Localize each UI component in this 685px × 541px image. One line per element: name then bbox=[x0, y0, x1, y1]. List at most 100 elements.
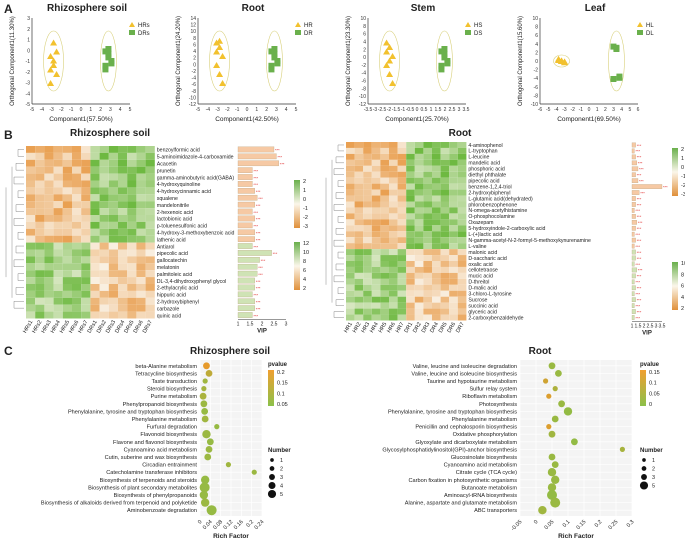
y-tick-label: -4 bbox=[534, 76, 539, 82]
heatmap-cell bbox=[26, 146, 36, 153]
heatmap-cell bbox=[371, 165, 381, 172]
group-ellipse bbox=[379, 30, 400, 92]
heatmap-cell bbox=[457, 284, 467, 291]
heatmap-cell bbox=[354, 243, 364, 250]
vip-significance: *** bbox=[256, 286, 261, 291]
heatmap-cell bbox=[127, 221, 137, 229]
legend-group1-icon bbox=[295, 22, 301, 27]
y-tick-label: -2 bbox=[26, 70, 31, 76]
heatmap-cell bbox=[371, 201, 381, 208]
heatmap-cell bbox=[118, 297, 128, 305]
heatmap-cell bbox=[99, 263, 109, 271]
enrichment-dot bbox=[225, 462, 232, 468]
heatmap-cell bbox=[363, 195, 372, 202]
heatmap-cell bbox=[449, 308, 458, 315]
y-tick-label: 4 bbox=[363, 39, 366, 45]
opls-title-2: Stem bbox=[410, 3, 436, 14]
vip-bar bbox=[631, 315, 635, 320]
heatmap-cell bbox=[406, 249, 415, 256]
number-legend-tick: 3 bbox=[652, 475, 655, 481]
pathway-label: Flavone and flavonol biosynthesis bbox=[113, 440, 197, 446]
vip-bar bbox=[631, 172, 636, 178]
vip-significance: *** bbox=[253, 175, 258, 180]
heatmap-cell bbox=[35, 277, 45, 284]
heatmap-cell bbox=[35, 270, 45, 278]
heatmap-cell bbox=[53, 270, 63, 278]
heatmap-cell bbox=[432, 153, 441, 160]
heatmap-cell bbox=[346, 314, 355, 321]
x-tick-label: -3 bbox=[562, 107, 567, 113]
vip-bar bbox=[237, 305, 255, 311]
heatmap-cell bbox=[371, 177, 381, 184]
heatmap-cell bbox=[363, 147, 372, 154]
enrichment-dot bbox=[251, 469, 257, 475]
heatmap-cell bbox=[90, 263, 100, 271]
heatmap-cell bbox=[432, 231, 441, 238]
heatmap-cell bbox=[346, 266, 355, 273]
heatmap-cell bbox=[449, 314, 458, 321]
heatmap-cell bbox=[389, 290, 398, 297]
group1-point bbox=[558, 57, 566, 64]
enrichment-dot bbox=[552, 386, 558, 392]
heatmap-cell bbox=[423, 278, 432, 285]
heatmap-cell bbox=[108, 180, 118, 188]
heatmap-cell bbox=[346, 207, 355, 214]
heatmap-cell bbox=[389, 231, 398, 238]
enrichment-dot bbox=[547, 490, 557, 500]
dendrogram-branch bbox=[15, 204, 24, 212]
pathway-label: Riboflavin metabolism bbox=[462, 394, 517, 400]
vip-bar bbox=[237, 263, 258, 270]
sample-label: DR1 bbox=[404, 322, 415, 335]
number-legend-dot bbox=[639, 481, 649, 490]
heatmap-cell bbox=[432, 272, 441, 279]
legend-group2-label: DS bbox=[474, 31, 482, 37]
heatmap-cell bbox=[440, 177, 450, 184]
heatmap-cell bbox=[44, 297, 54, 305]
heatmap-cell bbox=[108, 249, 118, 257]
heatmap-cell bbox=[423, 165, 432, 172]
pathway-label: Butanoate metabolism bbox=[461, 485, 517, 491]
pathway-label: Aminobenzoate degradation bbox=[127, 508, 197, 514]
vip-significance: *** bbox=[663, 184, 668, 189]
heatmap-cell bbox=[389, 142, 398, 148]
heatmap-cell bbox=[53, 249, 63, 257]
heatmap-cell bbox=[108, 311, 118, 319]
heatmap-cell bbox=[26, 304, 36, 312]
heatmap-cell bbox=[414, 314, 424, 321]
heatmap-cell bbox=[397, 213, 407, 220]
heatmap-cell bbox=[346, 142, 355, 148]
heatmap-cell bbox=[108, 201, 118, 209]
heatmap-cell bbox=[136, 235, 146, 243]
x-tick-label: 0 bbox=[246, 107, 249, 113]
fc-legend-tick: -1 bbox=[681, 174, 685, 180]
heatmap-cell bbox=[371, 284, 381, 291]
vip-bar bbox=[631, 166, 639, 172]
x-tick-label: -2 bbox=[59, 107, 64, 113]
heatmap-cell bbox=[127, 297, 137, 305]
heatmap-cell bbox=[440, 272, 450, 279]
heatmap-cell bbox=[53, 263, 63, 271]
heatmap-cell bbox=[432, 302, 441, 309]
heatmap-cell bbox=[380, 177, 389, 184]
vip-tick: 2.5 bbox=[647, 324, 654, 330]
heatmap-cell bbox=[90, 256, 100, 264]
heatmap-cell bbox=[136, 228, 146, 236]
heatmap-cell bbox=[389, 219, 398, 226]
x-tick-label: -5 bbox=[30, 107, 35, 113]
heatmap-cell bbox=[449, 266, 458, 273]
heatmap-cell bbox=[81, 159, 91, 167]
heatmap-cell bbox=[127, 201, 137, 209]
heatmap-cell bbox=[118, 201, 128, 209]
enrichment-dot bbox=[203, 362, 210, 370]
heatmap-cell bbox=[346, 261, 355, 267]
enrichment-dot bbox=[206, 438, 214, 446]
metabolite-label: pipecolic acid bbox=[157, 251, 188, 257]
heatmap-cell bbox=[457, 302, 467, 309]
heatmap-cell bbox=[44, 270, 54, 278]
heatmap-cell bbox=[449, 201, 458, 208]
heatmap-cell bbox=[127, 180, 137, 188]
vip-bar bbox=[631, 249, 636, 255]
heatmap-cell bbox=[389, 249, 398, 256]
heatmap-cell bbox=[35, 201, 45, 209]
heatmap-cell bbox=[389, 159, 398, 166]
